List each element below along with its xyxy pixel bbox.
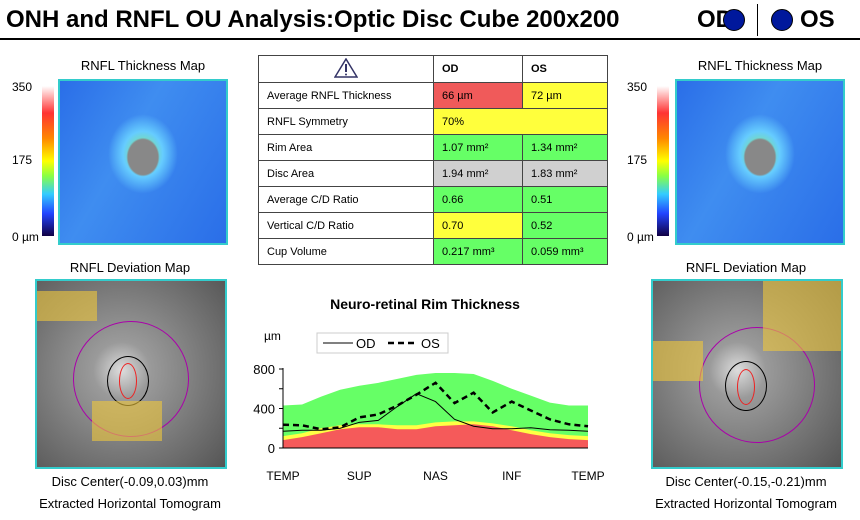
- row-value-od: 1.07 mm²: [433, 134, 523, 161]
- od-column-header: OD: [433, 55, 523, 83]
- x-tick-label: TEMP: [571, 469, 604, 483]
- table-row: RNFL Symmetry 70%: [258, 108, 608, 135]
- od-thickness-title: RNFL Thickness Map: [80, 58, 206, 73]
- od-deviation-yellow-2: [92, 401, 162, 441]
- row-value-os: 1.34 mm²: [522, 134, 608, 161]
- series-os-line: [282, 381, 589, 431]
- row-value-os: 0.51: [522, 186, 608, 213]
- od-eye-icon: [723, 9, 745, 31]
- row-label: Vertical C/D Ratio: [258, 212, 434, 239]
- row-value-os: 72 µm: [522, 82, 608, 109]
- table-row: Rim Area 1.07 mm² 1.34 mm²: [258, 134, 608, 161]
- x-tick-label: INF: [502, 469, 521, 483]
- od-tomogram-label[interactable]: Extracted Horizontal Tomogram: [39, 496, 221, 511]
- os-deviation-map[interactable]: [651, 279, 843, 469]
- summary-table: OD OS Average RNFL Thickness 66 µm 72 µm RN…: [258, 55, 608, 265]
- row-label: Average C/D Ratio: [258, 186, 434, 213]
- warning-icon: [258, 55, 434, 83]
- od-scale-max: 350: [12, 80, 33, 94]
- od-deviation-map[interactable]: [35, 279, 227, 469]
- x-tick-label: NAS: [423, 469, 448, 483]
- y-tick-label: 800: [253, 362, 275, 377]
- os-disc-center: Disc Center(-0.15,-0.21)mm: [665, 474, 827, 489]
- row-value-od: 0.217 mm³: [433, 238, 523, 265]
- row-value-os: 1.83 mm²: [522, 160, 608, 187]
- table-row: Average RNFL Thickness 66 µm 72 µm: [258, 82, 608, 109]
- os-scale-max: 350: [627, 80, 648, 94]
- os-eye-icon: [771, 9, 793, 31]
- legend-box: [316, 332, 449, 354]
- legend-od-label: OD: [356, 336, 376, 351]
- table-row: Cup Volume 0.217 mm³ 0.059 mm³: [258, 238, 608, 265]
- row-value-os: 0.059 mm³: [522, 238, 608, 265]
- row-value-os: 0.52: [522, 212, 608, 239]
- outside-normal-band: [283, 424, 588, 448]
- x-tick-label: SUP: [347, 469, 372, 483]
- header-divider: [0, 38, 860, 40]
- os-disc-margin: [725, 361, 767, 411]
- od-thickness-map[interactable]: [58, 79, 228, 245]
- row-label: Cup Volume: [258, 238, 434, 265]
- os-thickness-title: RNFL Thickness Map: [697, 58, 823, 73]
- row-value-od: 1.94 mm²: [433, 160, 523, 187]
- od-deviation-yellow: [37, 291, 97, 321]
- os-scale-mid: 175: [627, 153, 648, 167]
- od-cup-margin: [119, 363, 137, 399]
- legend-os-label: OS: [421, 336, 440, 351]
- os-thickness-map[interactable]: [675, 79, 845, 245]
- os-cup-margin: [737, 369, 755, 405]
- os-deviation-title: RNFL Deviation Map: [685, 260, 807, 275]
- page-title: ONH and RNFL OU Analysis:Optic Disc Cube…: [6, 6, 620, 33]
- os-tomogram-label[interactable]: Extracted Horizontal Tomogram: [655, 496, 837, 511]
- od-deviation-title: RNFL Deviation Map: [69, 260, 191, 275]
- row-label: RNFL Symmetry: [258, 108, 434, 135]
- rim-thickness-chart: 0 400 800 µm TEMP SUP NAS INF TEMP OD OS: [253, 329, 604, 483]
- row-label: Average RNFL Thickness: [258, 82, 434, 109]
- od-scale-mid: 175: [12, 153, 33, 167]
- od-scale-min: 0 µm: [12, 230, 39, 244]
- row-label: Rim Area: [258, 134, 434, 161]
- os-color-scale: [657, 86, 669, 236]
- os-deviation-yellow-2: [653, 341, 703, 381]
- y-tick-label: 400: [253, 402, 275, 417]
- os-scale-min: 0 µm: [627, 230, 654, 244]
- os-label: OS: [800, 6, 835, 33]
- row-value-od: 0.66: [433, 186, 523, 213]
- os-deviation-yellow: [763, 281, 841, 351]
- x-tick-label: TEMP: [266, 469, 299, 483]
- table-row: Disc Area 1.94 mm² 1.83 mm²: [258, 160, 608, 187]
- table-row: Average C/D Ratio 0.66 0.51: [258, 186, 608, 213]
- os-column-header: OS: [522, 55, 608, 83]
- row-value-both: 70%: [433, 108, 608, 135]
- row-value-od: 0.70: [433, 212, 523, 239]
- chart-title: Neuro-retinal Rim Thickness: [330, 296, 520, 312]
- divider: [757, 4, 758, 36]
- y-axis-label: µm: [264, 329, 281, 343]
- row-label: Disc Area: [258, 160, 434, 187]
- od-color-scale: [42, 86, 54, 236]
- row-value-od: 66 µm: [433, 82, 523, 109]
- y-tick-label: 0: [268, 441, 275, 456]
- table-row: Vertical C/D Ratio 0.70 0.52: [258, 212, 608, 239]
- os-disc-circle: [699, 327, 815, 443]
- od-disc-center: Disc Center(-0.09,0.03)mm: [51, 474, 209, 489]
